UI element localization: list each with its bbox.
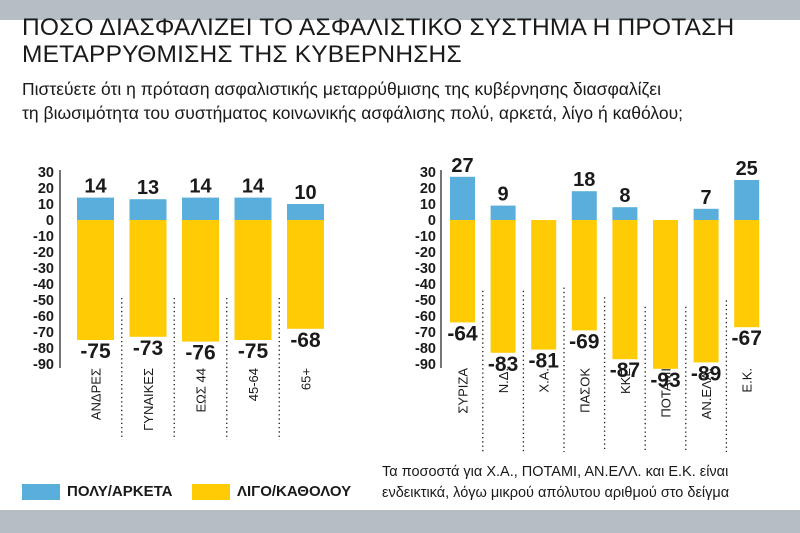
data-label-negative: -68	[290, 329, 321, 352]
bar-negative	[653, 220, 678, 369]
data-label-positive: 13	[137, 177, 159, 199]
legend-item-positive: ΠΟΛΥ/ΑΡΚΕΤΑ	[22, 483, 173, 501]
y-tick-label: -60	[415, 309, 436, 325]
category-label: ΑΝΔΡΕΣ	[89, 368, 104, 420]
bar-positive	[571, 191, 597, 220]
data-label-positive: 27	[451, 155, 473, 177]
data-label-negative: -64	[447, 322, 478, 345]
legend-swatch-negative	[192, 484, 230, 501]
chart-title: ΠΟΣΟ ΔΙΑΣΦΑΛΙΖΕΙ ΤΟ ΑΣΦΑΛΙΣΤΙΚΟ ΣΥΣΤΗΜΑ …	[22, 14, 735, 68]
category-label: ΕΩΣ 44	[194, 368, 209, 413]
bar-negative	[693, 220, 719, 363]
bar-negative	[77, 220, 114, 340]
bar-positive	[450, 176, 475, 220]
y-tick-label: -20	[415, 245, 436, 261]
data-label-positive: 8	[619, 185, 630, 207]
y-tick-label: -30	[415, 261, 436, 277]
y-tick-label: 10	[420, 197, 436, 213]
category-label: ΠΑΣΟΚ	[577, 368, 592, 413]
bar-negative	[129, 220, 167, 337]
data-label-negative: -89	[691, 362, 721, 385]
category-label: 65+	[299, 368, 314, 390]
y-tick-label: -80	[33, 341, 54, 357]
bar-positive	[182, 197, 219, 220]
y-tick-label: 10	[38, 197, 54, 213]
category-label: ΚΚΕ	[618, 368, 633, 394]
bar-negative	[182, 220, 219, 342]
y-tick-label: -10	[415, 229, 436, 245]
category-label: Ε.Κ.	[740, 368, 755, 393]
y-tick-label: -70	[33, 325, 54, 341]
y-tick-label: -50	[33, 293, 54, 309]
legend-item-negative: ΛΙΓΟ/ΚΑΘΟΛΟΥ	[192, 483, 352, 501]
data-label-positive: 10	[294, 182, 316, 204]
y-tick-label: -10	[33, 229, 54, 245]
y-tick-label: 30	[420, 165, 436, 181]
category-label: ΣΥΡΙΖΑ	[456, 368, 471, 414]
y-tick-label: -40	[33, 277, 54, 293]
y-tick-label: -20	[33, 245, 54, 261]
data-label-positive: 18	[573, 169, 595, 191]
legend-label-negative: ΛΙΓΟ/ΚΑΘΟΛΟΥ	[237, 483, 352, 500]
data-label-negative: -73	[133, 337, 163, 360]
y-tick-label: -90	[415, 357, 436, 373]
category-label: ΠΟΤΑΜΙ	[659, 368, 674, 418]
bar-positive	[693, 208, 719, 220]
legend-swatch-positive	[22, 484, 60, 501]
bar-negative	[612, 220, 638, 360]
data-label-positive: 14	[242, 176, 265, 198]
y-tick-label: -60	[33, 309, 54, 325]
y-tick-label: -90	[33, 357, 54, 373]
data-label-negative: -69	[569, 330, 599, 353]
data-label-negative: -67	[732, 327, 762, 350]
bar-negative	[287, 220, 324, 329]
bar-positive	[234, 197, 272, 220]
y-tick-label: 0	[46, 213, 54, 229]
data-label-negative: -83	[488, 353, 518, 376]
y-tick-label: 20	[420, 181, 436, 197]
bar-positive	[490, 205, 516, 220]
y-tick-label: -80	[415, 341, 436, 357]
category-label: Χ.Α.	[537, 368, 552, 393]
y-tick-label: -30	[33, 261, 54, 277]
y-tick-label: 20	[38, 181, 54, 197]
category-label: ΓΥΝΑΙΚΕΣ	[141, 368, 156, 431]
footnote: Τα ποσοστά για Χ.Α., ΠΟΤΑΜΙ, ΑΝ.ΕΛΛ. και…	[382, 464, 730, 501]
data-label-positive: 25	[736, 158, 758, 180]
bar-negative	[490, 220, 516, 353]
category-label: Ν.Δ.	[496, 368, 511, 393]
data-label-negative: -81	[529, 350, 560, 373]
data-label-negative: -75	[238, 340, 269, 363]
bar-negative	[450, 220, 475, 323]
data-label-negative: -87	[610, 359, 640, 382]
bar-negative	[234, 220, 272, 340]
legend-label-positive: ΠΟΛΥ/ΑΡΚΕΤΑ	[67, 483, 173, 500]
y-tick-label: -50	[415, 293, 436, 309]
bar-negative	[531, 220, 557, 350]
bar-positive	[287, 204, 324, 220]
data-label-positive: 9	[498, 184, 509, 206]
data-label-negative: -76	[185, 342, 215, 365]
y-tick-label: -40	[415, 277, 436, 293]
bar-negative	[571, 220, 597, 331]
category-label: 45-64	[246, 368, 261, 401]
bar-positive	[77, 197, 114, 220]
bar-positive	[129, 199, 167, 220]
data-label-negative: -75	[80, 340, 111, 363]
data-label-negative: -93	[650, 369, 680, 392]
bar-negative	[734, 220, 760, 328]
category-label: ΑΝ.ΕΛΛ.	[699, 368, 714, 419]
y-tick-label: -70	[415, 325, 436, 341]
y-tick-label: 30	[38, 165, 54, 181]
chart-subtitle: Πιστεύετε ότι η πρόταση ασφαλιστικής μετ…	[22, 79, 684, 123]
y-tick-label: 0	[428, 213, 436, 229]
bar-positive	[734, 180, 760, 220]
data-label-positive: 14	[189, 176, 212, 198]
bar-positive	[612, 207, 638, 220]
data-label-positive: 7	[701, 187, 712, 209]
data-label-positive: 14	[84, 176, 107, 198]
